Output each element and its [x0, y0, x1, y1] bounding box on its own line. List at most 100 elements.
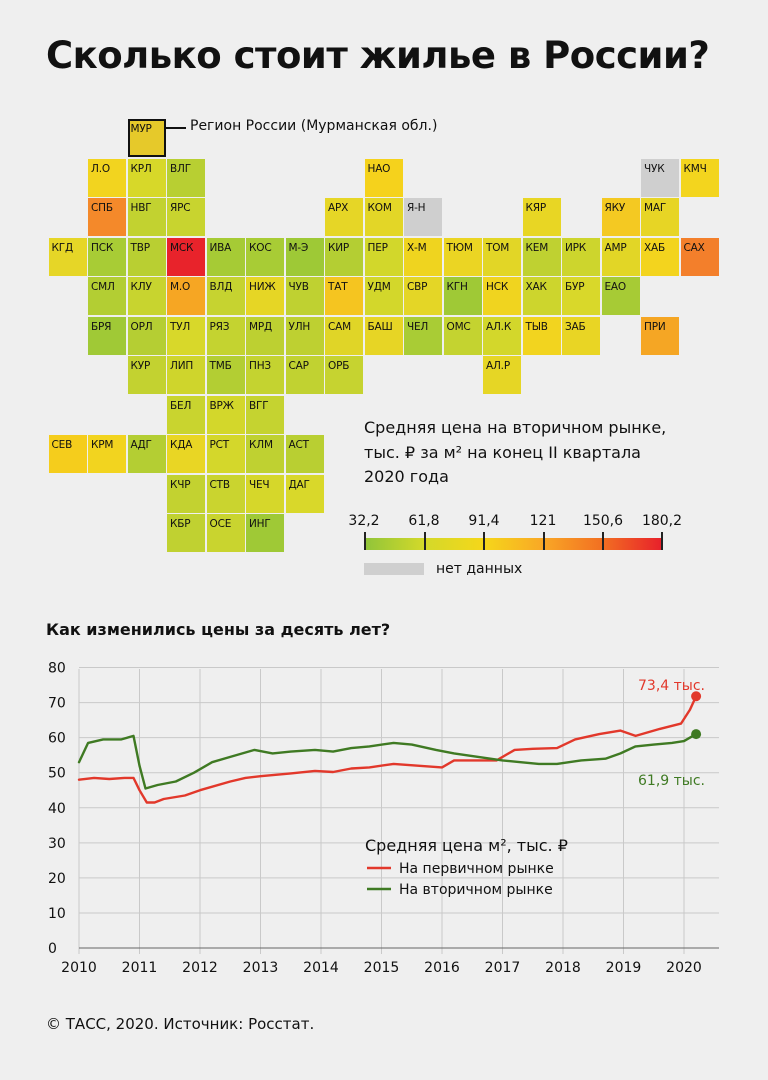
region-tile: АЛ.Р	[483, 356, 521, 394]
scale-tick-mark	[661, 532, 663, 550]
region-tile: ПРИ	[641, 316, 679, 355]
region-tile: БУР	[562, 277, 600, 315]
y-tick-label: 10	[48, 906, 66, 922]
region-tile: УЛН	[285, 316, 324, 355]
region-tile: СПБ	[88, 198, 126, 236]
region-tile: ИНГ	[246, 514, 284, 552]
series-end-point	[691, 691, 702, 702]
region-tile: КЯР	[522, 198, 561, 236]
region-tile: САХ	[680, 237, 719, 276]
region-tile: НСК	[483, 277, 521, 315]
region-tile: КОМ	[364, 198, 403, 236]
region-tile: Я-Н	[404, 198, 442, 236]
region-tile: СМЛ	[88, 277, 126, 315]
region-tile: КЕМ	[522, 237, 561, 276]
region-tile: Л.О	[88, 158, 126, 197]
region-tile: САМ	[325, 316, 363, 355]
region-tile: МСК	[167, 237, 205, 276]
page-title: Сколько стоит жилье в России?	[46, 34, 710, 77]
scale-tick-mark	[364, 532, 366, 550]
map-legend-title: Средняя цена на вторичном рынке, тыс. ₽ …	[364, 416, 704, 490]
region-tile: ПЕР	[364, 237, 403, 276]
x-tick-label: 2011	[122, 960, 158, 976]
scale-tick-mark	[483, 532, 485, 550]
legend-label: На первичном рынке	[399, 861, 554, 877]
chart-legend-title: Средняя цена м², тыс. ₽	[365, 836, 568, 855]
region-tile-map: МУР Л.О КРЛ ВЛГ НАО ЧУК КМЧ СПБ НВГ ЯРС АРХ КОМ Я-Н К…	[48, 119, 719, 552]
region-tile: ПСК	[88, 237, 126, 276]
scale-tick-label: 121	[529, 513, 557, 529]
region-tile: ТАТ	[325, 277, 363, 315]
region-tile: ВЛГ	[167, 158, 205, 197]
x-tick-label: 2020	[666, 960, 702, 976]
region-tile: АДГ	[127, 435, 166, 473]
region-tile: ВЛД	[206, 277, 245, 315]
example-leader-line	[165, 127, 186, 129]
example-region-tile: МУР	[127, 119, 166, 157]
region-tile: ОРБ	[325, 356, 363, 394]
region-tile: КРЛ	[127, 158, 166, 197]
map-legend-title-line-3: 2020 года	[364, 467, 449, 486]
region-tile: КУР	[127, 356, 166, 394]
legend-label: На вторичном рынке	[399, 882, 553, 898]
scale-tick-label: 180,2	[641, 513, 683, 529]
y-tick-label: 70	[48, 696, 66, 712]
y-tick-label: 20	[48, 871, 66, 887]
region-tile: КГД	[48, 237, 87, 276]
region-tile: КЧР	[167, 474, 205, 513]
x-tick-label: 2013	[243, 960, 279, 976]
series-end-label: 73,4 тыс.	[638, 678, 705, 694]
region-tile: КМЧ	[680, 158, 719, 197]
region-tile: СВР	[404, 277, 442, 315]
x-tick-label: 2017	[485, 960, 521, 976]
region-tile: ЯРС	[167, 198, 205, 236]
y-tick-label: 60	[48, 731, 66, 747]
region-tile: УДМ	[364, 277, 403, 315]
region-tile: М-Э	[285, 237, 324, 276]
region-tile: САР	[285, 356, 324, 394]
region-tile: БАШ	[364, 316, 403, 355]
region-tile: НВГ	[127, 198, 166, 236]
scale-tick-mark	[543, 532, 545, 550]
map-legend-title-line-2: тыс. ₽ за м² на конец II квартала	[364, 442, 641, 462]
series-line	[77, 732, 698, 790]
region-tile: АЛ.К	[483, 316, 521, 355]
region-tile: ВРЖ	[206, 395, 245, 434]
region-tile: АСТ	[285, 435, 324, 473]
region-tile: ЧУК	[641, 158, 679, 197]
region-tile: КЛУ	[127, 277, 166, 315]
region-tile: ЛИП	[167, 356, 205, 394]
region-tile: ЗАБ	[562, 316, 600, 355]
no-data-swatch	[364, 563, 424, 575]
color-scale-bar	[364, 538, 662, 550]
region-tile: БЕЛ	[167, 395, 205, 434]
y-tick-label: 50	[48, 766, 66, 782]
region-tile: ИРК	[562, 237, 600, 276]
scale-tick-label: 91,4	[468, 513, 500, 529]
region-tile: ИВА	[206, 237, 245, 276]
region-tile: ОМС	[443, 316, 482, 355]
region-tile: ПНЗ	[246, 356, 284, 394]
x-tick-label: 2018	[545, 960, 581, 976]
scale-tick-mark	[602, 532, 604, 550]
region-tile: ОРЛ	[127, 316, 166, 355]
scale-tick-label: 32,2	[348, 513, 380, 529]
y-tick-label: 40	[48, 801, 66, 817]
region-tile: НАО	[364, 158, 403, 197]
region-tile: РСТ	[206, 435, 245, 473]
region-tile: М.О	[167, 277, 205, 315]
region-tile: АМР	[601, 237, 640, 276]
region-tile: СТВ	[206, 474, 245, 513]
region-tile: ЧЕЧ	[246, 474, 284, 513]
source-credit: © ТАСС, 2020. Источник: Росстат.	[46, 1015, 315, 1033]
series-line	[77, 695, 698, 804]
region-tile: ТВР	[127, 237, 166, 276]
region-tile: МРД	[246, 316, 284, 355]
y-tick-label: 30	[48, 836, 66, 852]
region-tile: ХАБ	[641, 237, 679, 276]
region-tile: РЯЗ	[206, 316, 245, 355]
region-tile: КБР	[167, 514, 205, 552]
scale-tick-label: 61,8	[408, 513, 440, 529]
region-tile: Х-М	[404, 237, 442, 276]
region-tile: АРХ	[325, 198, 363, 236]
